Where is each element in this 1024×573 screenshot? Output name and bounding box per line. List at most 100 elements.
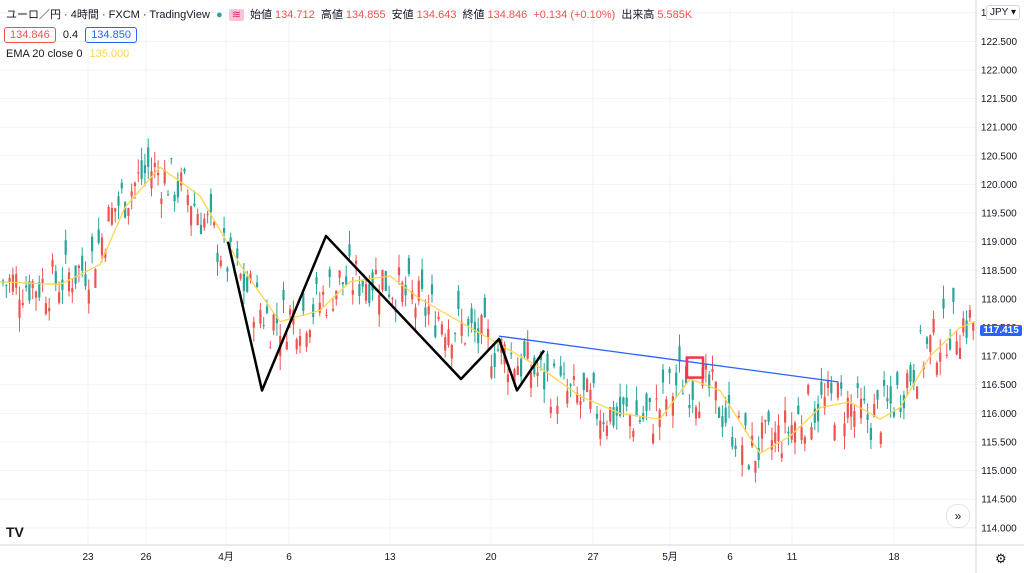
candle-body xyxy=(120,182,123,189)
candle-body xyxy=(315,277,318,285)
candle-body xyxy=(74,265,77,284)
close-label: 終値 xyxy=(462,9,485,21)
candle-body xyxy=(124,202,127,218)
candle-body xyxy=(962,318,965,333)
time-tick-label: 23 xyxy=(82,552,94,563)
candle-body xyxy=(114,208,117,212)
candle-body xyxy=(226,268,229,272)
price-tick-label: 114.000 xyxy=(981,523,1017,534)
candle-body xyxy=(523,341,526,357)
candle-body xyxy=(157,172,160,176)
candle-body xyxy=(44,303,47,315)
candle-body xyxy=(516,365,519,376)
candle-body xyxy=(183,168,186,172)
candle-body xyxy=(444,337,447,351)
candle-body xyxy=(632,430,635,437)
candle-body xyxy=(853,410,856,427)
candle-body xyxy=(147,147,150,167)
price-tick-label: 117.000 xyxy=(981,352,1017,363)
candle-body xyxy=(889,386,892,404)
bid-ask-row: 134.846 0.4 134.850 xyxy=(4,27,137,43)
candle-body xyxy=(496,349,500,351)
candle-body xyxy=(216,252,219,262)
candle-body xyxy=(480,315,483,335)
volume-value: 5.585K xyxy=(657,9,693,21)
candle-body xyxy=(605,425,608,436)
candle-body xyxy=(341,282,344,285)
candle-body xyxy=(25,285,28,288)
candle-body xyxy=(84,274,87,287)
price-tick-label: 121.000 xyxy=(981,123,1018,134)
candle-body xyxy=(810,426,813,440)
candle-body xyxy=(935,362,938,375)
candle-body xyxy=(15,274,18,288)
candle-body xyxy=(556,405,559,414)
candle-body xyxy=(899,407,902,412)
tradingview-logo[interactable]: TV xyxy=(6,524,24,540)
time-tick-label: 18 xyxy=(888,552,900,563)
candle-body xyxy=(38,282,41,298)
candle-body xyxy=(823,397,826,409)
candle-body xyxy=(592,372,595,384)
candle-body xyxy=(295,339,298,350)
candle-body xyxy=(130,191,133,197)
indicator-legend[interactable]: EMA 20 close 0 135.000 xyxy=(6,48,129,60)
candle-body xyxy=(513,369,516,385)
price-tick-label: 116.500 xyxy=(981,380,1017,391)
candle-body xyxy=(972,322,975,331)
scroll-to-realtime-button[interactable]: » xyxy=(946,504,970,528)
candle-body xyxy=(483,297,486,318)
candle-body xyxy=(137,172,140,174)
candle-body xyxy=(430,284,434,295)
candle-body xyxy=(440,324,443,335)
candle-body xyxy=(457,290,460,310)
candle-body xyxy=(322,291,325,295)
candle-body xyxy=(599,420,602,439)
candle-body xyxy=(952,287,955,303)
candle-body xyxy=(856,383,859,388)
candle-body xyxy=(602,422,605,424)
candle-body xyxy=(625,397,628,407)
zigzag-pattern-line xyxy=(226,234,546,392)
candle-body xyxy=(536,372,539,376)
currency-selector[interactable]: JPY ▾ xyxy=(986,5,1020,20)
symbol-title[interactable]: ユーロ／円 · 4時間 · FXCM · TradingView xyxy=(6,9,210,21)
candle-body xyxy=(932,319,935,333)
alert-icon[interactable]: ≋ xyxy=(228,9,244,21)
ema-line-path xyxy=(0,166,976,455)
candle-body xyxy=(331,308,335,311)
bid-button[interactable]: 134.846 xyxy=(4,27,56,43)
candle-body xyxy=(546,353,549,371)
candle-body xyxy=(665,399,668,411)
price-tick-label: 114.500 xyxy=(981,495,1017,506)
price-tick-label: 119.000 xyxy=(981,237,1017,248)
candle-body xyxy=(401,282,404,302)
candle-body xyxy=(338,270,341,278)
candle-body xyxy=(790,425,793,440)
candle-body xyxy=(213,221,216,226)
candle-body xyxy=(358,284,361,296)
candle-body xyxy=(196,213,199,226)
price-tick-label: 122.000 xyxy=(981,65,1018,76)
candle-body xyxy=(559,366,562,376)
candle-body xyxy=(355,260,358,264)
candle-body xyxy=(81,255,84,271)
breakout-highlight-box xyxy=(685,356,705,379)
candle-body xyxy=(411,291,414,300)
ask-button[interactable]: 134.850 xyxy=(85,27,137,43)
candle-body xyxy=(110,208,113,225)
price-tick-label: 118.500 xyxy=(981,266,1017,277)
candle-body xyxy=(493,353,496,367)
candle-body xyxy=(744,413,747,426)
candle-body xyxy=(417,280,420,301)
ema-value: 135.000 xyxy=(89,48,130,60)
candle-body xyxy=(48,307,51,312)
gear-icon[interactable]: ⚙ xyxy=(995,551,1007,566)
candle-body xyxy=(866,414,869,420)
candle-body xyxy=(553,363,556,367)
candle-body xyxy=(242,273,245,291)
candle-body xyxy=(774,432,777,443)
candle-body xyxy=(741,445,744,465)
candle-body xyxy=(698,411,701,418)
